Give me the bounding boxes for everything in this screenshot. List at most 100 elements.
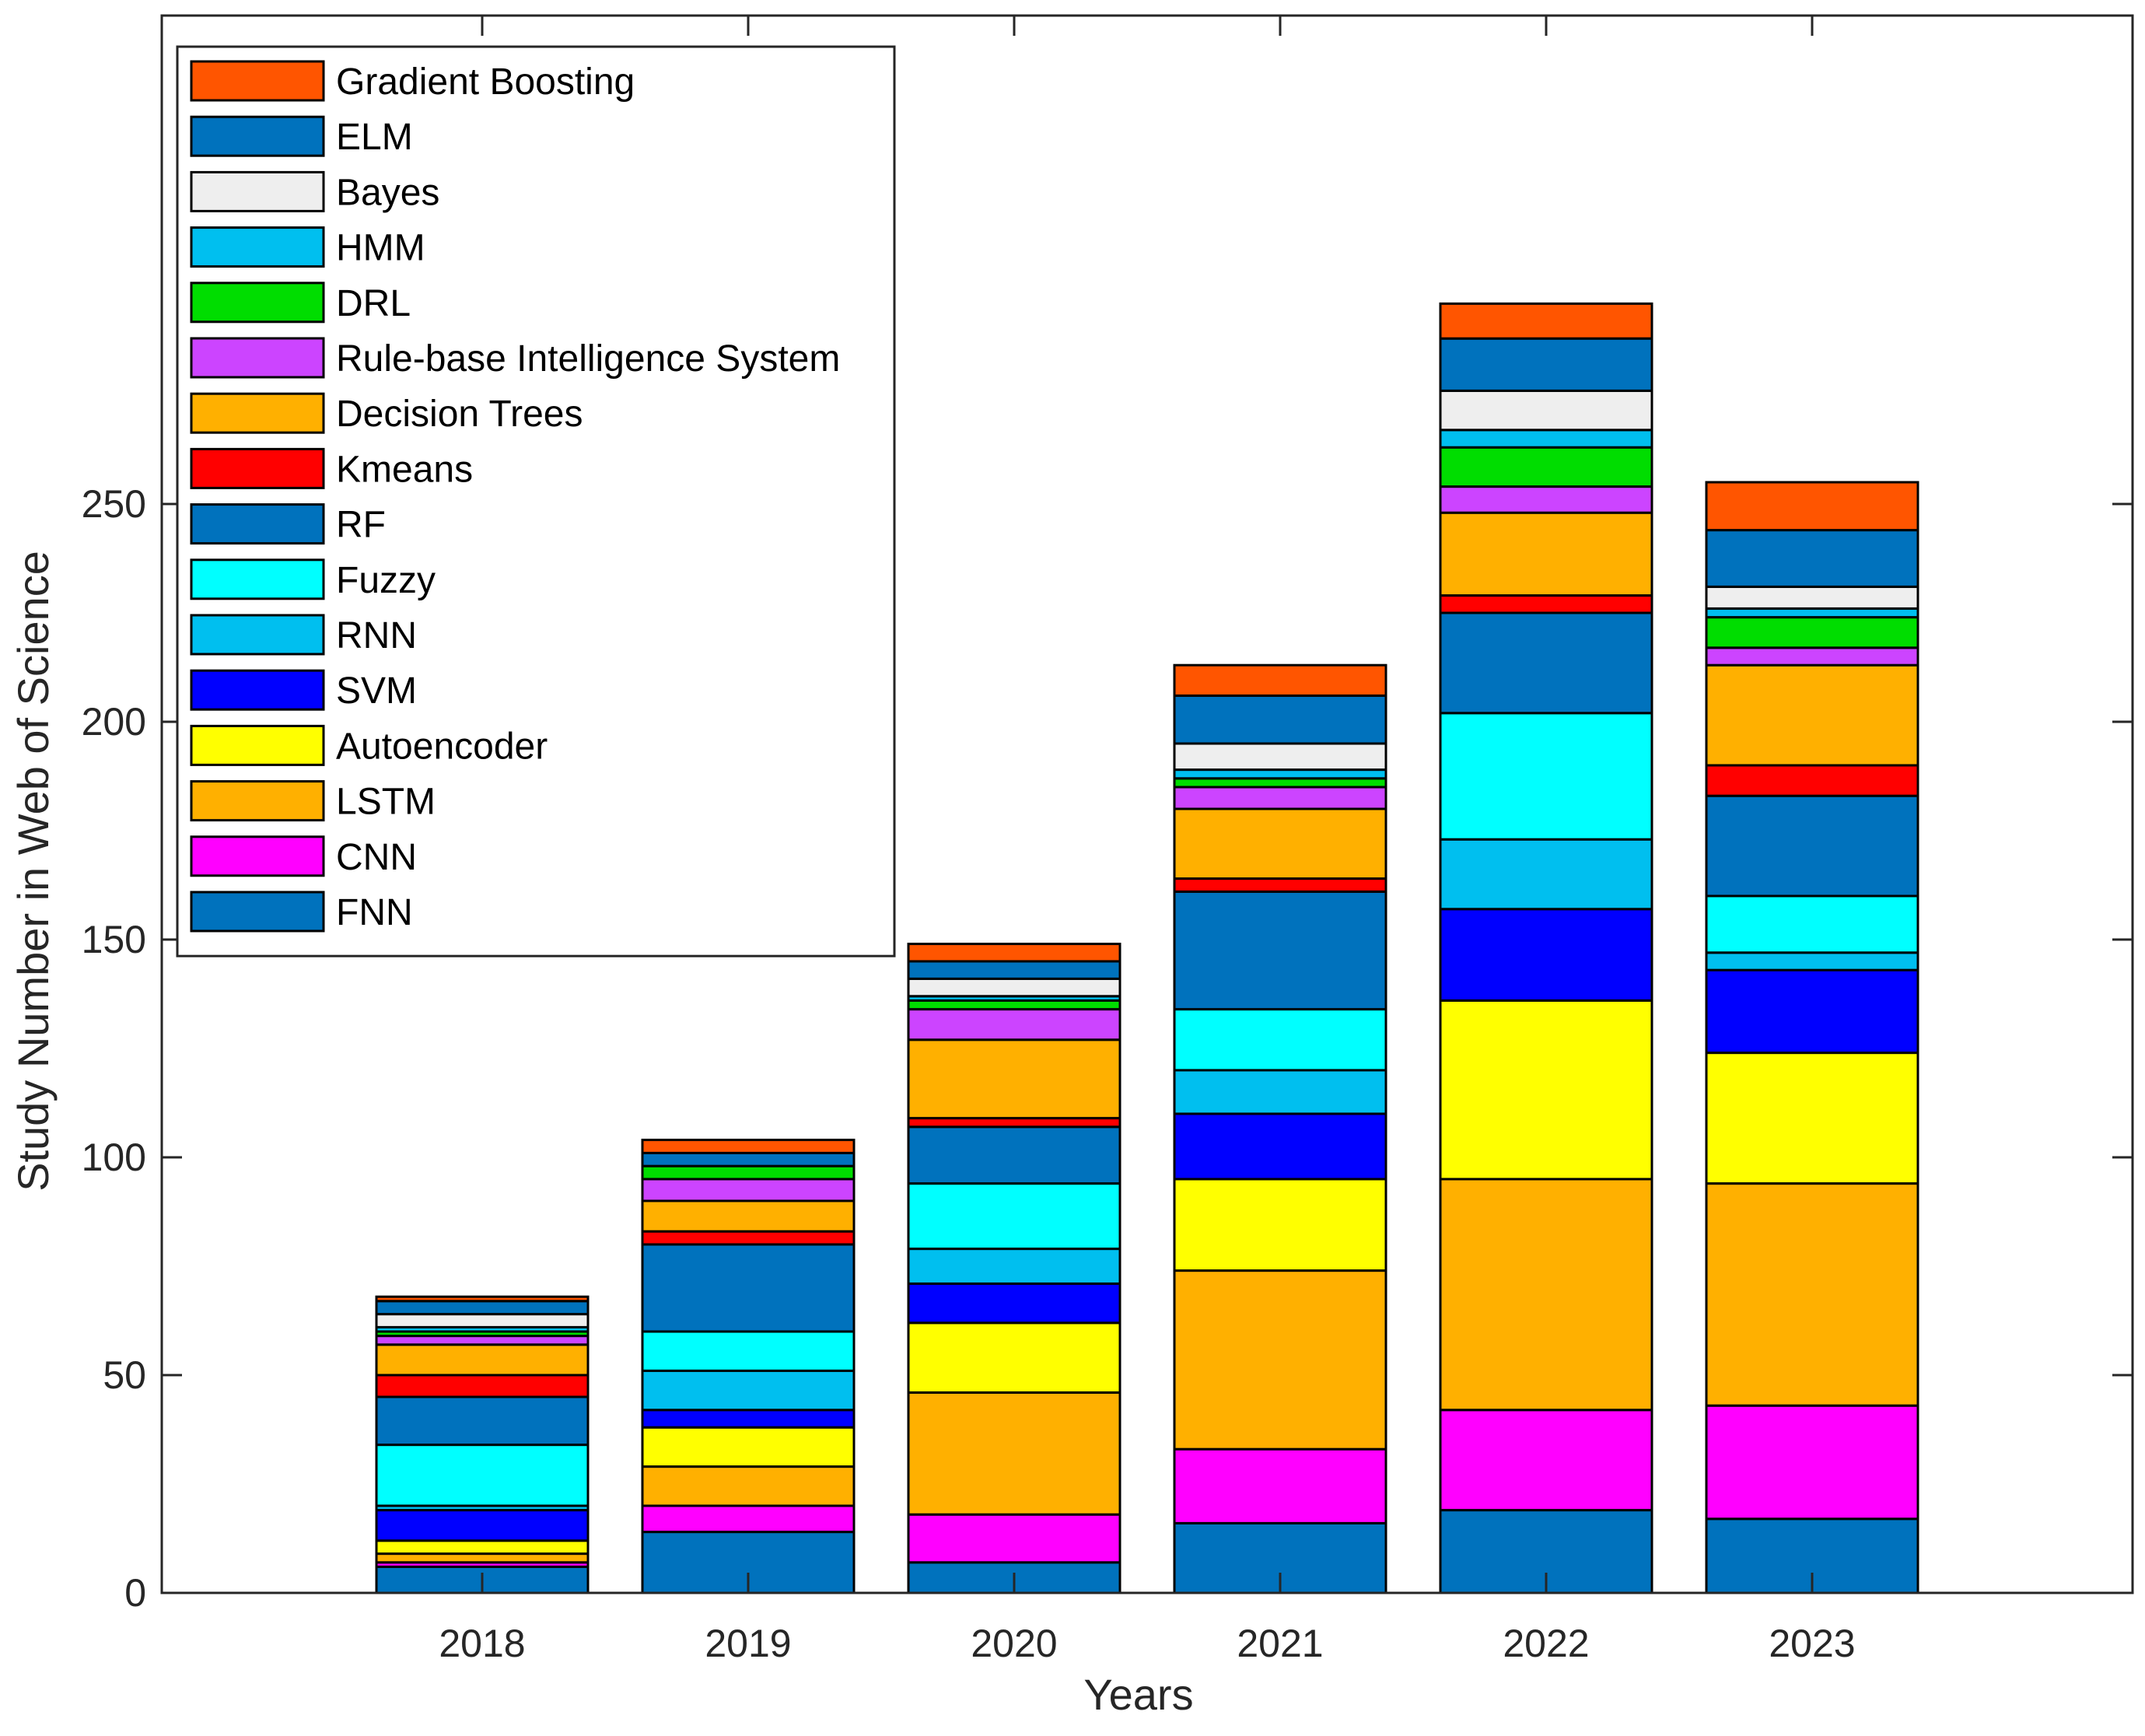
- bar-2022-fuzzy: [1439, 712, 1653, 841]
- legend-swatch-lstm: [190, 780, 325, 822]
- bar-2022-hmm: [1439, 429, 1653, 449]
- legend-swatch-kmeans: [190, 447, 325, 489]
- bar-2020-kmeans: [907, 1117, 1121, 1129]
- legend-label-cnn: CNN: [336, 837, 417, 878]
- bar-2018-decision-trees: [375, 1343, 590, 1377]
- bar-2020-decision-trees: [907, 1038, 1121, 1120]
- y-tick-label: 0: [124, 1571, 146, 1615]
- bar-2018-autoencoder: [375, 1539, 590, 1556]
- legend-swatch-cnn: [190, 835, 325, 877]
- legend-swatch-elm: [190, 115, 325, 157]
- bar-2018-bayes: [375, 1313, 590, 1328]
- ticks-layer: 0 50 100 150 200 250 2018 2019 2020 2021 2022 2023: [82, 16, 2133, 1665]
- x-tick-label-2019: 2019: [705, 1622, 791, 1665]
- bar-2019-lstm: [641, 1465, 856, 1507]
- legend-swatch-fnn: [190, 891, 325, 933]
- plot-frame: [160, 14, 2134, 1594]
- bars-layer: [375, 302, 1919, 1594]
- bar-2021-rnn: [1173, 1069, 1387, 1115]
- bar-2019-elm: [641, 1151, 856, 1167]
- bar-2023-fuzzy: [1705, 894, 1919, 954]
- bar-2021-rf: [1173, 890, 1387, 1011]
- y-tick-label: 250: [82, 482, 146, 526]
- bar-2020-fuzzy: [907, 1182, 1121, 1251]
- bar-2021-hmm: [1173, 768, 1387, 780]
- legend-swatch-decision-trees: [190, 392, 325, 434]
- bar-2018-elm: [375, 1300, 590, 1316]
- bar-2020-cnn: [907, 1513, 1121, 1564]
- bar-2023-svm: [1705, 968, 1919, 1055]
- x-tick-label-2022: 2022: [1503, 1622, 1589, 1665]
- bar-2019-rf: [641, 1243, 856, 1333]
- bar-2018-rule-base-intelligence-system: [375, 1335, 590, 1346]
- bar-2022-gradient-boosting: [1439, 302, 1653, 340]
- bar-2021-cnn: [1173, 1447, 1387, 1524]
- bar-2022-lstm: [1439, 1178, 1653, 1412]
- bar-2019-fuzzy: [641, 1330, 856, 1372]
- legend-label-decision-trees: Decision Trees: [336, 394, 583, 435]
- bar-2023-gradient-boosting: [1705, 481, 1919, 532]
- y-axis-label: Study Number in Web of Science: [9, 551, 58, 1192]
- bar-2021-decision-trees: [1173, 807, 1387, 880]
- bar-2023-autoencoder: [1705, 1052, 1919, 1185]
- legend-swatch-gradient-boosting: [190, 60, 325, 102]
- legend-label-elm: ELM: [336, 117, 413, 158]
- bar-2018-svm: [375, 1509, 590, 1542]
- bar-2023-lstm: [1705, 1182, 1919, 1407]
- bar-2023-hmm: [1705, 607, 1919, 619]
- bar-2020-rnn: [907, 1248, 1121, 1285]
- bar-2020-lstm: [907, 1391, 1121, 1516]
- legend-label-fnn: FNN: [336, 892, 413, 933]
- bar-2021-autoencoder: [1173, 1178, 1387, 1272]
- bar-2018-fuzzy: [375, 1444, 590, 1507]
- x-tick-label-2023: 2023: [1769, 1622, 1855, 1665]
- legend: Gradient Boosting ELM Bayes HMM DRL Rule-base…: [176, 45, 896, 957]
- legend-label-svm: SVM: [336, 670, 417, 712]
- bar-2018-gradient-boosting: [375, 1295, 590, 1303]
- legend-swatch-bayes: [190, 170, 325, 212]
- bar-2022-svm: [1439, 908, 1653, 1002]
- y-tick-label: 50: [103, 1353, 146, 1397]
- legend-swatch-hmm: [190, 226, 325, 268]
- bar-2021-bayes: [1173, 742, 1387, 772]
- bar-2021-kmeans: [1173, 877, 1387, 893]
- bar-2021-elm: [1173, 694, 1387, 745]
- x-tick-label-2018: 2018: [439, 1622, 525, 1665]
- bar-2021-rule-base-intelligence-system: [1173, 786, 1387, 810]
- bar-2020-rf: [907, 1125, 1121, 1185]
- bar-2019-cnn: [641, 1504, 856, 1534]
- bar-2019-svm: [641, 1409, 856, 1429]
- legend-label-lstm: LSTM: [336, 782, 436, 823]
- x-axis-label: Years: [1083, 1670, 1193, 1719]
- bar-2023-cnn: [1705, 1404, 1919, 1521]
- legend-label-drl: DRL: [336, 283, 411, 324]
- y-tick-label: 150: [82, 918, 146, 961]
- bar-2018-kmeans: [375, 1374, 590, 1398]
- bar-2022-decision-trees: [1439, 511, 1653, 597]
- legend-label-bayes: Bayes: [336, 172, 439, 213]
- bar-2022-kmeans: [1439, 594, 1653, 614]
- legend-label-gradient-boosting: Gradient Boosting: [336, 61, 635, 103]
- legend-label-rnn: RNN: [336, 615, 417, 656]
- bar-2023-drl: [1705, 616, 1919, 649]
- legend-label-kmeans: Kmeans: [336, 449, 473, 490]
- legend-swatch-rf: [190, 503, 325, 545]
- bar-2020-bayes: [907, 977, 1121, 998]
- bar-2022-elm: [1439, 337, 1653, 392]
- y-tick-label: 100: [82, 1136, 146, 1179]
- bar-2022-rnn: [1439, 838, 1653, 911]
- bar-2020-svm: [907, 1282, 1121, 1325]
- bar-2021-fuzzy: [1173, 1008, 1387, 1072]
- bar-2018-lstm: [375, 1552, 590, 1564]
- bar-2019-drl: [641, 1164, 856, 1181]
- x-tick-label-2021: 2021: [1237, 1622, 1323, 1665]
- x-tick-label-2020: 2020: [971, 1622, 1057, 1665]
- bar-2019-decision-trees: [641, 1199, 856, 1233]
- bar-2022-rule-base-intelligence-system: [1439, 485, 1653, 514]
- bar-2019-gradient-boosting: [641, 1139, 856, 1154]
- bar-2023-rf: [1705, 794, 1919, 898]
- legend-label-rule-base-intelligence-system: Rule-base Intelligence System: [336, 338, 840, 380]
- bar-2021-svm: [1173, 1112, 1387, 1181]
- bar-2022-cnn: [1439, 1409, 1653, 1512]
